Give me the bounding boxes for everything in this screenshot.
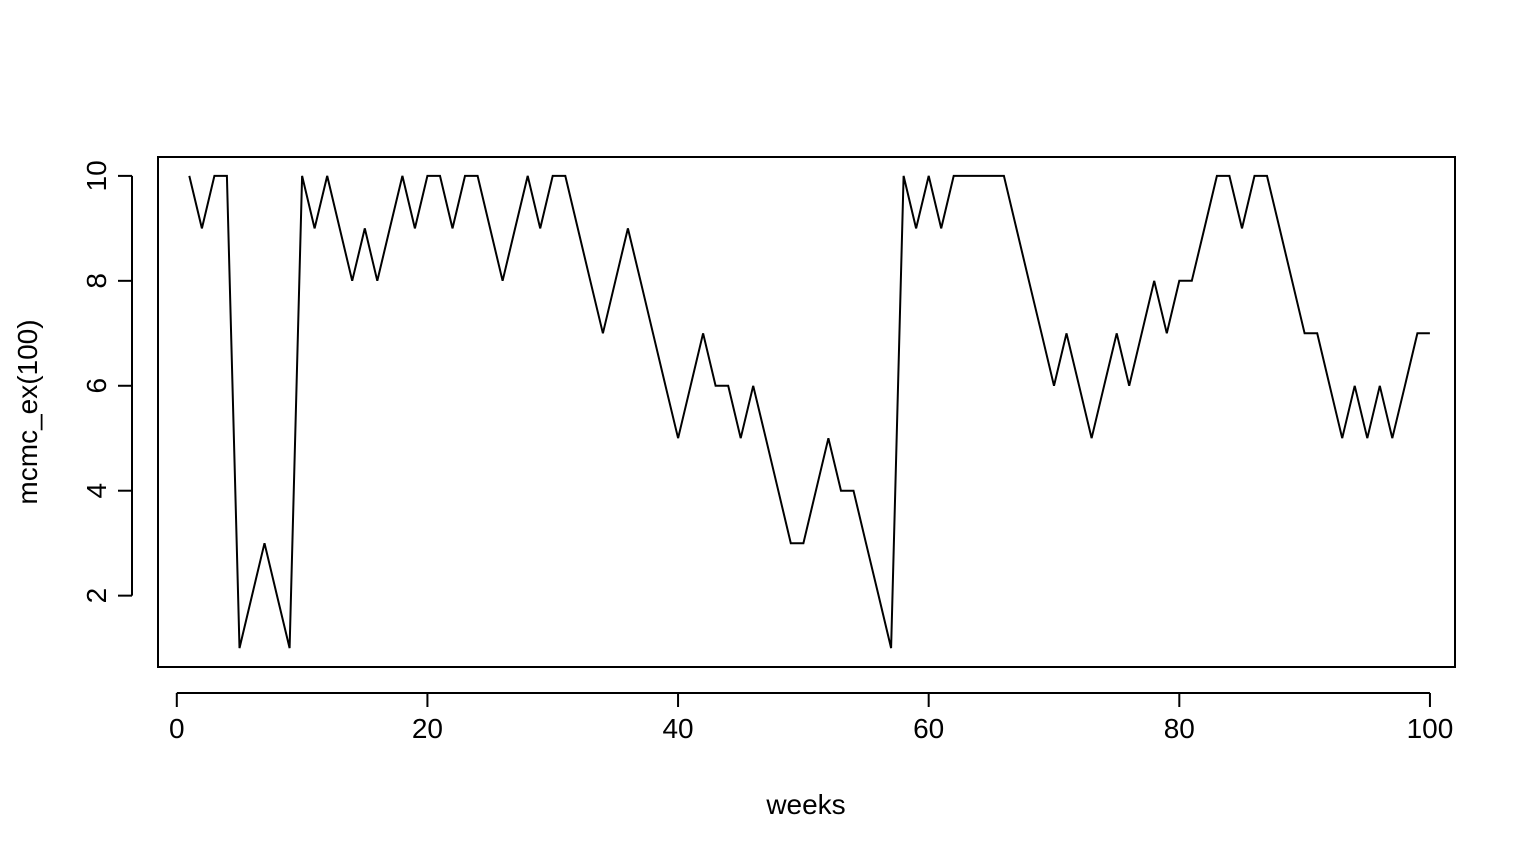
x-tick-label: 80: [1164, 713, 1195, 744]
x-tick-label: 40: [662, 713, 693, 744]
x-tick-label: 60: [913, 713, 944, 744]
plot-frame: [157, 156, 1456, 668]
x-axis-label: weeks: [765, 789, 845, 820]
y-tick-label: 4: [81, 483, 112, 499]
y-axis: 2 4 6 8 10: [81, 160, 133, 604]
x-tick-label: 100: [1407, 713, 1454, 744]
y-tick-label: 2: [81, 588, 112, 604]
x-tick-label: 20: [412, 713, 443, 744]
x-axis: 0 20 40 60 80 100: [169, 692, 1454, 744]
y-tick-label: 6: [81, 378, 112, 394]
y-tick-label: 8: [81, 273, 112, 289]
series-layer: [188, 174, 1430, 649]
y-tick-label: 10: [81, 160, 112, 191]
x-tick-label: 0: [169, 713, 185, 744]
y-axis-label: mcmc_ex(100): [12, 319, 43, 504]
series-line: [188, 174, 1430, 649]
